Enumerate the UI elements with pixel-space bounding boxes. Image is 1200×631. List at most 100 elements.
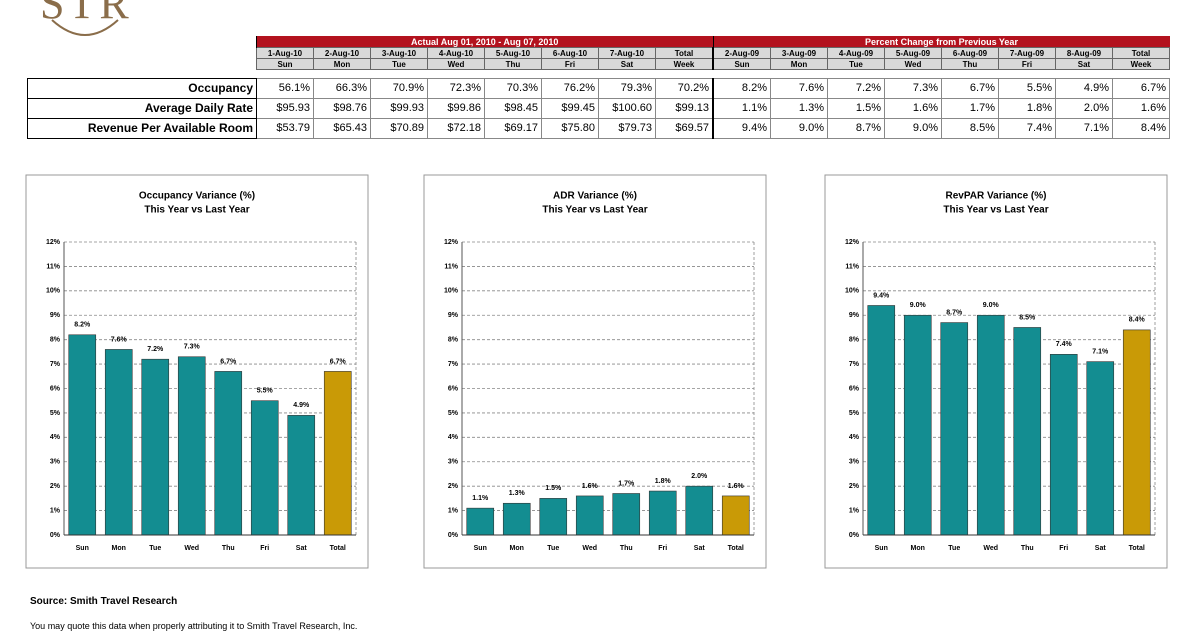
y-tick-label: 12%: [845, 239, 860, 246]
value-label: 1.8%: [655, 478, 672, 485]
y-tick-label: 9%: [448, 312, 459, 319]
table-cell: 8.4%: [1112, 117, 1170, 139]
chart-subtitle: This Year vs Last Year: [144, 205, 249, 216]
chart-subtitle: This Year vs Last Year: [542, 205, 647, 216]
bar: [214, 371, 243, 536]
table-cell: Week: [1112, 58, 1170, 70]
value-label: 9.4%: [873, 292, 890, 299]
value-label: 8.7%: [946, 309, 963, 316]
value-label: 1.5%: [545, 485, 562, 492]
table-cell: Fri: [541, 58, 599, 70]
table-cell: Thu: [484, 58, 542, 70]
y-tick-label: 7%: [849, 361, 860, 368]
x-tick-label: Tue: [149, 545, 161, 552]
bar: [1013, 327, 1042, 536]
x-tick-label: Fri: [658, 545, 667, 552]
table-row: 1-Aug-10 2-Aug-10 3-Aug-10 4-Aug-10 5-Aug-10…: [28, 47, 1170, 59]
y-tick-label: 3%: [849, 459, 860, 466]
chart-title: ADR Variance (%): [553, 191, 637, 202]
y-tick-label: 3%: [448, 459, 459, 466]
y-tick-label: 11%: [46, 263, 60, 270]
value-label: 8.4%: [1129, 317, 1146, 324]
y-tick-label: 9%: [50, 312, 61, 319]
y-tick-label: 5%: [849, 410, 860, 417]
chart-subtitle: This Year vs Last Year: [943, 205, 1048, 216]
table-cell: $75.80: [541, 117, 599, 139]
table-cell: $100.60: [598, 97, 656, 119]
value-label: 4.9%: [293, 402, 310, 409]
x-tick-label: Sat: [1095, 545, 1107, 552]
note: You may quote this data when properly at…: [30, 621, 358, 631]
table-cell: $99.13: [655, 97, 714, 119]
table-cell: 5-Aug-10: [484, 47, 542, 59]
bar: [466, 507, 495, 536]
table-cell: Sat: [598, 58, 656, 70]
bar: [323, 371, 352, 536]
y-tick-label: 4%: [448, 434, 459, 441]
y-tick-label: 5%: [50, 410, 61, 417]
value-label: 7.6%: [111, 336, 128, 343]
y-tick-label: 2%: [50, 483, 61, 490]
x-tick-label: Sat: [694, 545, 706, 552]
table-cell: $95.93: [256, 97, 314, 119]
y-tick-label: 2%: [448, 483, 459, 490]
y-tick-label: 7%: [50, 361, 61, 368]
value-label: 6.7%: [220, 358, 237, 365]
value-label: 1.3%: [509, 490, 526, 497]
data-table: Actual Aug 01, 2010 - Aug 07, 2010 Percen…: [27, 36, 1170, 139]
table-cell: Sat: [1055, 58, 1113, 70]
value-label: 1.1%: [472, 495, 489, 502]
x-tick-label: Total: [330, 545, 346, 552]
table-cell: $99.86: [427, 97, 485, 119]
table-cell: 9.0%: [884, 117, 942, 139]
table-cell: $69.17: [484, 117, 542, 139]
bar: [976, 314, 1005, 536]
logo-arc: [51, 19, 119, 36]
table-cell: Thu: [941, 58, 999, 70]
bar: [104, 349, 133, 536]
y-tick-label: 5%: [448, 410, 459, 417]
table-cell: Wed: [884, 58, 942, 70]
table-cell: $99.45: [541, 97, 599, 119]
x-tick-label: Wed: [582, 545, 597, 552]
table-cell: 9.0%: [770, 117, 828, 139]
table-cell: 1.7%: [941, 97, 999, 119]
value-label: 7.1%: [1092, 348, 1109, 355]
bar: [575, 495, 604, 536]
y-tick-label: 10%: [46, 288, 61, 295]
x-tick-label: Tue: [948, 545, 960, 552]
table-cell: Revenue Per Available Room: [27, 117, 257, 139]
table-cell: 8.7%: [827, 117, 885, 139]
table-cell: Average Daily Rate: [27, 97, 257, 119]
y-tick-label: 11%: [845, 263, 859, 270]
table-row: Actual Aug 01, 2010 - Aug 07, 2010 Percen…: [28, 36, 1170, 48]
table-cell: 1.5%: [827, 97, 885, 119]
table-row: Average Daily Rate $95.93 $98.76 $99.93 $99.…: [27, 97, 1170, 119]
table-cell: Sun: [712, 58, 771, 70]
y-tick-label: 0%: [448, 532, 459, 539]
x-tick-label: Sun: [474, 545, 487, 552]
value-label: 7.3%: [184, 344, 201, 351]
value-label: 7.2%: [147, 346, 164, 353]
x-tick-label: Sat: [296, 545, 308, 552]
y-tick-label: 10%: [444, 288, 459, 295]
table-cell: 9.4%: [712, 117, 771, 139]
y-tick-label: 12%: [46, 239, 61, 246]
table-cell: Mon: [313, 58, 371, 70]
bar: [612, 493, 641, 536]
table-cell: $65.43: [313, 117, 371, 139]
bar: [1086, 361, 1115, 536]
bar: [721, 495, 750, 536]
y-tick-label: 6%: [849, 385, 860, 392]
value-label: 5.5%: [257, 388, 274, 395]
table-cell: Fri: [998, 58, 1056, 70]
bar: [502, 502, 531, 536]
table-cell: Tue: [370, 58, 428, 70]
y-tick-label: 8%: [849, 337, 860, 344]
x-tick-label: Tue: [547, 545, 559, 552]
x-tick-label: Wed: [983, 545, 998, 552]
bar: [68, 334, 97, 536]
value-label: 1.6%: [582, 483, 599, 490]
bar: [940, 322, 969, 536]
